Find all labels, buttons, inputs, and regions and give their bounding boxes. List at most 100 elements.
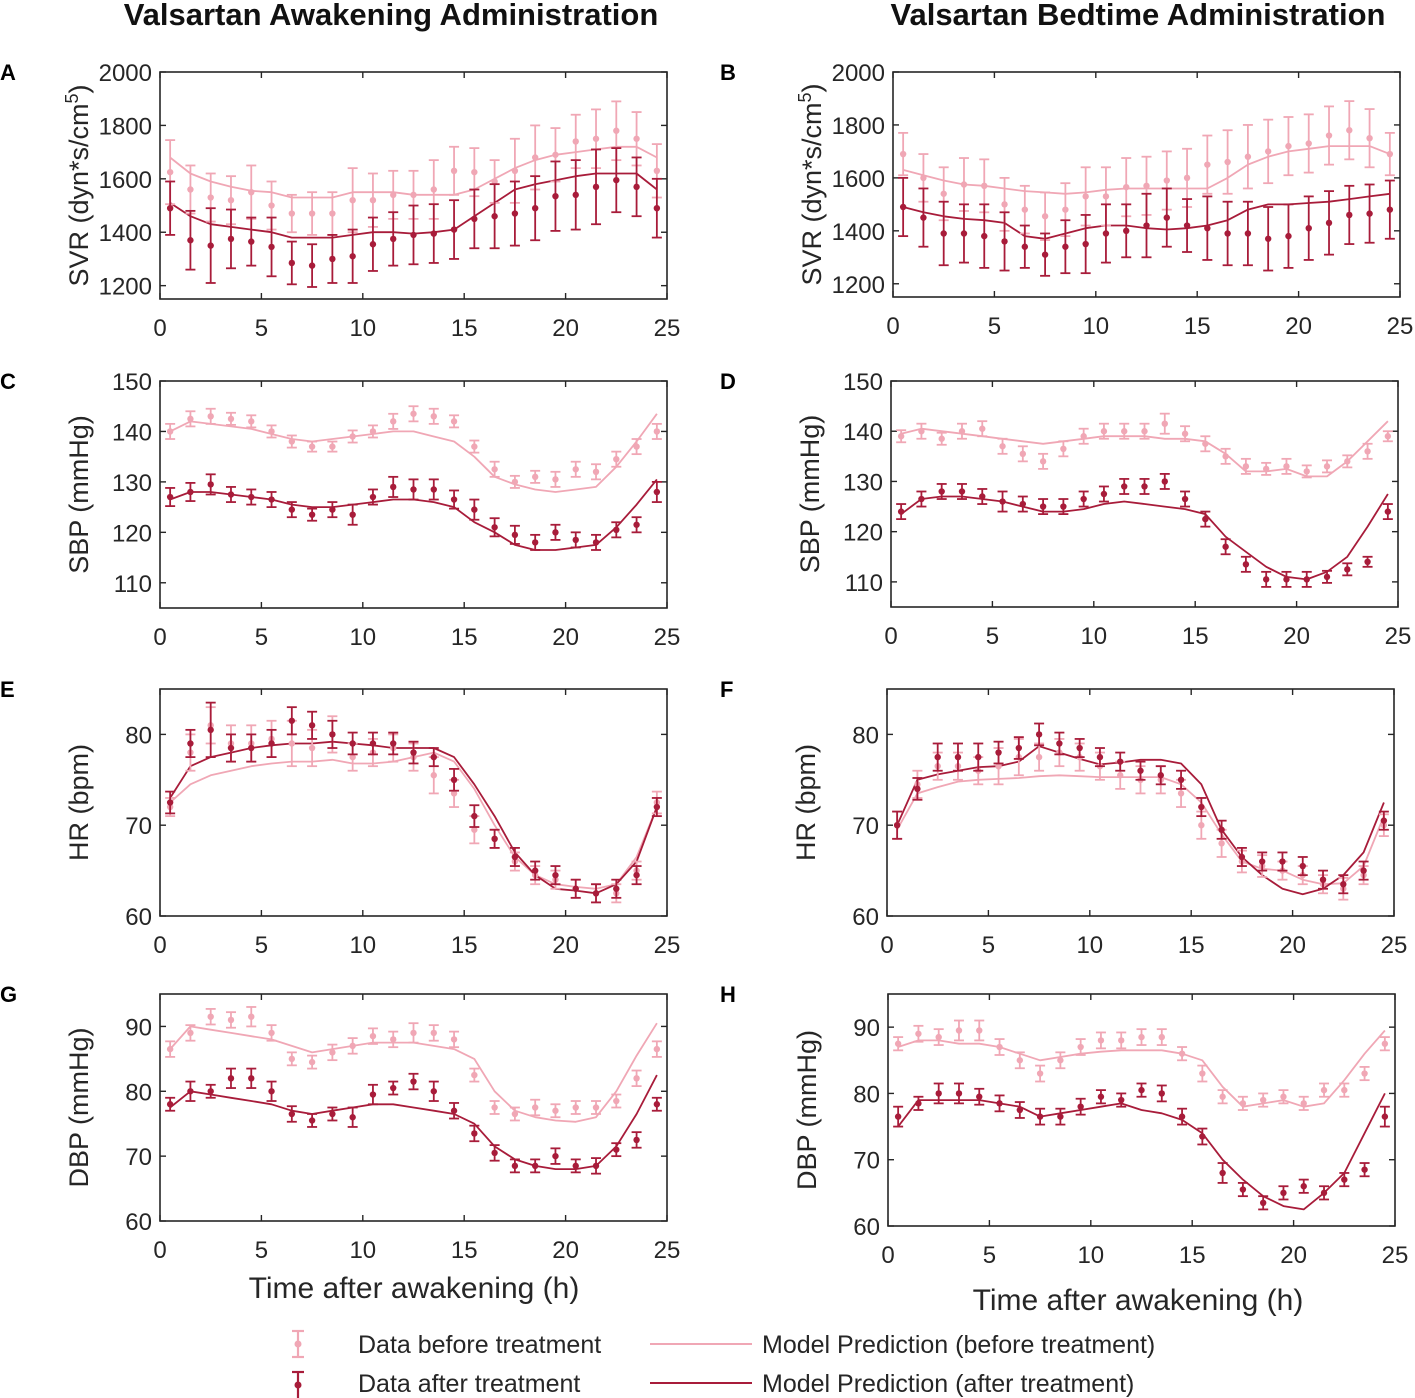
- data-marker: [207, 242, 214, 249]
- data-marker: [592, 890, 600, 897]
- data-marker: [166, 1045, 174, 1053]
- y-axis-label: SBP (mmHg): [64, 415, 94, 574]
- data-after-point: [266, 728, 277, 758]
- data-before-point: [367, 424, 378, 439]
- data-marker: [1001, 238, 1008, 245]
- data-marker: [1283, 576, 1290, 583]
- data-after-point: [286, 240, 297, 286]
- data-after-point: [489, 828, 500, 849]
- data-marker: [166, 168, 174, 176]
- data-marker: [471, 215, 478, 223]
- data-marker: [390, 1084, 397, 1092]
- x-tick-label: 10: [1077, 1242, 1104, 1269]
- data-after-point: [530, 1158, 541, 1174]
- data-marker: [1303, 576, 1310, 583]
- data-before-point: [1263, 118, 1274, 185]
- data-marker: [410, 231, 417, 239]
- data-marker: [935, 1090, 942, 1097]
- data-marker: [1158, 1033, 1165, 1041]
- data-after-point: [1384, 179, 1395, 240]
- data-after-point: [367, 216, 378, 272]
- x-tick-label: 20: [1283, 623, 1310, 650]
- data-marker: [491, 1149, 498, 1157]
- data-after-point: [1159, 473, 1170, 490]
- data-after-point: [165, 1096, 176, 1112]
- data-before-point: [428, 407, 439, 425]
- data-marker: [934, 753, 941, 761]
- x-tick-label: 15: [1182, 623, 1209, 650]
- data-after-point: [1094, 747, 1105, 768]
- data-before-point: [913, 1024, 924, 1043]
- data-marker: [187, 186, 194, 193]
- data-before-point: [367, 1027, 378, 1045]
- data-marker: [1258, 858, 1266, 865]
- data-marker: [166, 799, 174, 806]
- data-marker: [995, 762, 1002, 770]
- data-marker: [572, 191, 579, 199]
- data-marker: [491, 524, 498, 531]
- legend: Data before treatment Data after treatme…: [292, 1329, 1155, 1398]
- x-tick-label: 0: [153, 624, 166, 651]
- x-tick-label: 0: [880, 932, 893, 959]
- x-tick-label: 15: [451, 624, 478, 651]
- y-axis-label: HR (bpm): [64, 744, 94, 861]
- y-tick-label: 2000: [832, 60, 885, 87]
- data-marker: [390, 418, 397, 425]
- data-marker: [1016, 1057, 1024, 1064]
- data-marker: [491, 178, 498, 185]
- data-marker: [288, 717, 296, 724]
- data-marker: [915, 1100, 922, 1107]
- data-marker: [1361, 1166, 1368, 1173]
- data-marker: [1341, 1176, 1348, 1183]
- data-marker: [1346, 127, 1353, 134]
- x-tick-label: 20: [552, 624, 579, 651]
- data-marker: [1138, 1086, 1145, 1094]
- data-after-point: [205, 207, 216, 284]
- data-marker: [1242, 463, 1250, 470]
- data-marker: [897, 433, 905, 440]
- data-before-point: [1034, 742, 1045, 772]
- data-after-point: [469, 804, 480, 828]
- data-after-point: [509, 524, 520, 545]
- data-after-point: [1055, 1107, 1066, 1126]
- data-after-point: [591, 533, 602, 551]
- data-marker: [1319, 876, 1327, 883]
- data-marker: [954, 753, 962, 761]
- data-after-point: [1013, 736, 1024, 760]
- data-marker: [1076, 744, 1083, 752]
- data-marker: [1222, 543, 1229, 550]
- data-marker: [938, 435, 945, 442]
- data-marker: [1283, 463, 1290, 470]
- data-marker: [430, 753, 437, 761]
- data-marker: [1279, 858, 1286, 865]
- data-marker: [653, 803, 661, 811]
- x-tick-label: 20: [552, 1237, 579, 1264]
- data-after-point: [651, 177, 662, 239]
- data-after-point: [307, 243, 318, 288]
- data-marker: [471, 1130, 478, 1137]
- data-marker: [613, 176, 620, 184]
- y-tick-label: 140: [112, 419, 152, 446]
- data-marker: [981, 182, 988, 190]
- data-after-point: [327, 1106, 338, 1122]
- x-tick-label: 0: [884, 623, 897, 650]
- data-marker: [1381, 1113, 1389, 1120]
- y-tick-label: 80: [125, 722, 152, 749]
- data-after-point: [1358, 860, 1369, 881]
- data-marker: [572, 1162, 579, 1170]
- data-marker: [1143, 182, 1150, 190]
- data-after-point: [1301, 570, 1312, 588]
- data-before-point: [185, 164, 196, 215]
- data-marker: [981, 232, 988, 240]
- data-after-point: [1257, 851, 1268, 872]
- data-marker: [410, 486, 417, 493]
- y-tick-label: 1600: [832, 166, 885, 193]
- data-after-point: [1278, 1185, 1289, 1201]
- data-before-point: [1258, 1092, 1269, 1108]
- x-tick-label: 15: [451, 932, 478, 959]
- data-marker: [308, 443, 316, 450]
- data-marker: [329, 1049, 336, 1056]
- data-before-point: [1242, 124, 1253, 190]
- data-marker: [248, 418, 255, 425]
- data-marker: [166, 428, 174, 435]
